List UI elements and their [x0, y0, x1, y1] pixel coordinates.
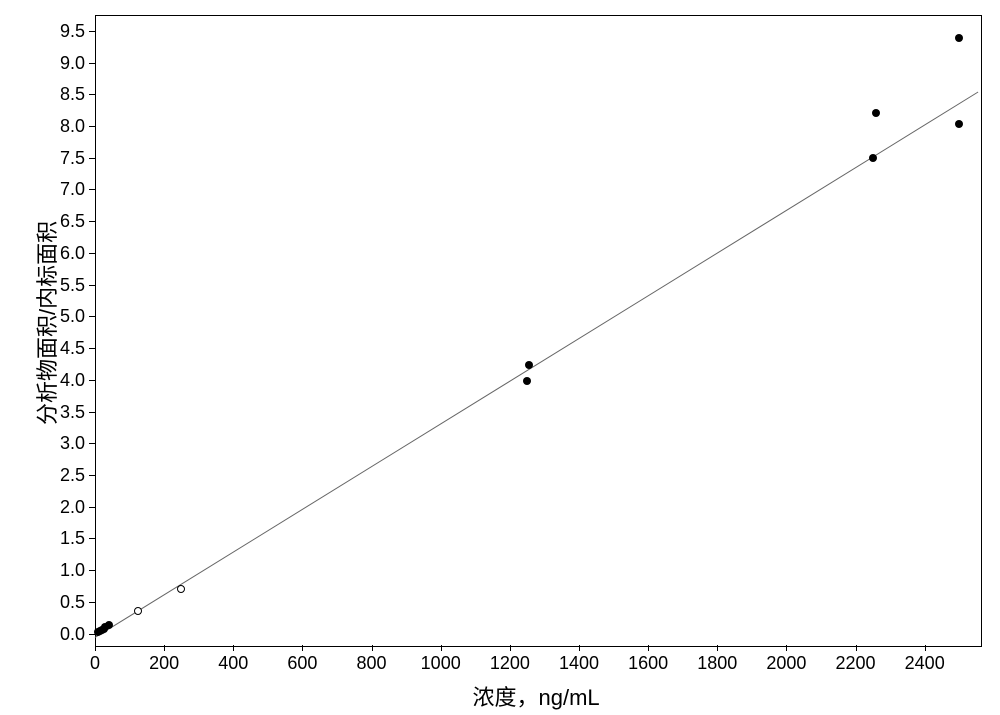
x-tick [164, 645, 165, 651]
y-tick [89, 31, 95, 32]
y-tick-label: 7.5 [51, 148, 85, 169]
x-tick [856, 645, 857, 651]
y-tick [89, 94, 95, 95]
x-tick-label: 1200 [485, 653, 535, 674]
x-tick-label: 1000 [416, 653, 466, 674]
data-point-open [134, 607, 142, 615]
y-tick [89, 158, 95, 159]
y-tick-label: 8.5 [51, 84, 85, 105]
x-tick [786, 645, 787, 651]
y-tick [89, 380, 95, 381]
y-tick-label: 2.5 [51, 465, 85, 486]
y-tick-label: 9.0 [51, 53, 85, 74]
y-tick-label: 6.0 [51, 243, 85, 264]
y-tick-label: 1.0 [51, 560, 85, 581]
y-tick-label: 9.5 [51, 21, 85, 42]
x-axis-label: 浓度，ng/mL [473, 680, 600, 712]
x-tick-label: 1600 [623, 653, 673, 674]
y-tick-label: 7.0 [51, 179, 85, 200]
y-tick [89, 538, 95, 539]
x-tick-label: 1800 [692, 653, 742, 674]
x-tick [717, 645, 718, 651]
data-point [955, 120, 963, 128]
data-point [872, 109, 880, 117]
calibration-chart: 分析物面积/内标面积 浓度，ng/mL 0.00.51.01.52.02.53.… [0, 0, 1000, 715]
y-tick-label: 5.0 [51, 306, 85, 327]
y-tick [89, 285, 95, 286]
y-tick [89, 253, 95, 254]
y-tick-label: 8.0 [51, 116, 85, 137]
x-tick [925, 645, 926, 651]
y-tick [89, 189, 95, 190]
y-tick [89, 475, 95, 476]
y-tick [89, 63, 95, 64]
y-tick [89, 316, 95, 317]
x-tick [510, 645, 511, 651]
x-tick-label: 0 [70, 653, 120, 674]
x-tick-label: 800 [347, 653, 397, 674]
y-tick-label: 5.5 [51, 275, 85, 296]
y-tick [89, 570, 95, 571]
data-point [525, 361, 533, 369]
y-tick [89, 412, 95, 413]
x-tick [579, 645, 580, 651]
y-tick-label: 2.0 [51, 497, 85, 518]
data-point-open [177, 585, 185, 593]
data-point [955, 34, 963, 42]
x-tick [441, 645, 442, 651]
x-tick [302, 645, 303, 651]
y-tick [89, 126, 95, 127]
x-tick [648, 645, 649, 651]
data-point [869, 154, 877, 162]
y-tick-label: 3.5 [51, 402, 85, 423]
y-tick [89, 348, 95, 349]
y-tick-label: 1.5 [51, 528, 85, 549]
y-tick-label: 6.5 [51, 211, 85, 232]
plot-area [95, 15, 982, 647]
y-tick [89, 602, 95, 603]
y-tick-label: 0.5 [51, 592, 85, 613]
x-tick [372, 645, 373, 651]
x-tick [95, 645, 96, 651]
y-tick-label: 0.0 [51, 624, 85, 645]
x-tick-label: 1400 [554, 653, 604, 674]
x-tick-label: 2000 [761, 653, 811, 674]
x-tick-label: 400 [208, 653, 258, 674]
y-tick-label: 4.0 [51, 370, 85, 391]
y-tick-label: 4.5 [51, 338, 85, 359]
y-tick-label: 3.0 [51, 433, 85, 454]
y-tick [89, 507, 95, 508]
y-tick [89, 443, 95, 444]
data-point [523, 377, 531, 385]
y-tick [89, 221, 95, 222]
x-tick [233, 645, 234, 651]
x-tick-label: 200 [139, 653, 189, 674]
x-tick-label: 600 [277, 653, 327, 674]
x-tick-label: 2400 [900, 653, 950, 674]
x-tick-label: 2200 [831, 653, 881, 674]
data-point [105, 621, 113, 629]
